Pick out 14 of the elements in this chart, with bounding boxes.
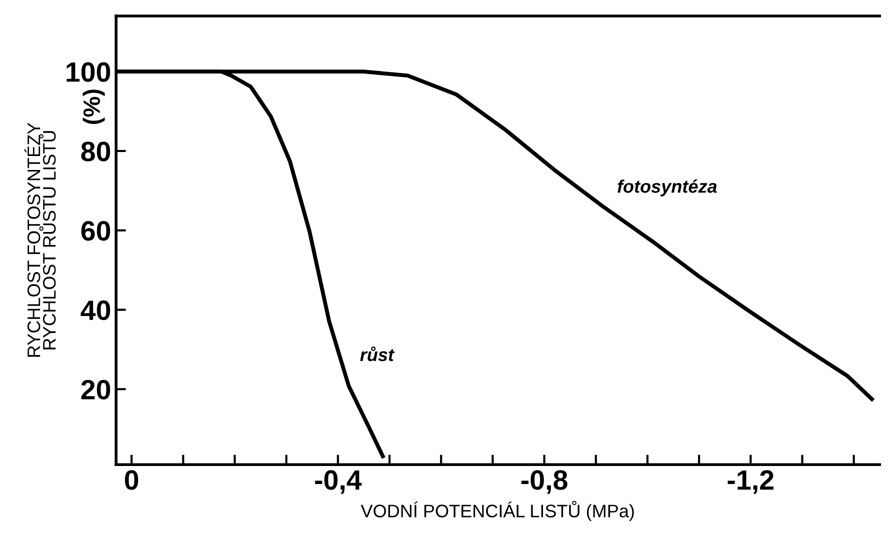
y-axis-title: RYCHLOST FOTOSYNTÉZY RYCHLOST RŮSTU LISTŮ [24, 122, 56, 357]
x-tick-label: 0 [124, 470, 138, 490]
y-tick-label: 80 [81, 142, 110, 162]
text: (%) [82, 90, 105, 124]
y-tick-label: 20 [81, 380, 110, 400]
x-tick-label: -0,8 [521, 470, 568, 494]
y-tick-label: 60 [81, 221, 110, 241]
series-label: fotosyntéza [618, 179, 717, 196]
series-label: růst [360, 346, 395, 362]
y-tick-label: 100 [66, 62, 110, 82]
x-axis-title: VODNÍ POTENCIÁL LISTŮ (MPa) [360, 500, 634, 521]
x-tick-label: -1,2 [728, 470, 774, 494]
y-tick-label: 40 [80, 300, 110, 320]
x-tick-label: -0,4 [315, 470, 362, 494]
